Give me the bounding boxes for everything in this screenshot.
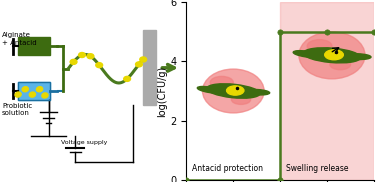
Ellipse shape xyxy=(124,76,130,81)
Ellipse shape xyxy=(303,48,361,63)
Ellipse shape xyxy=(197,86,222,93)
Text: Collector
Plate: Collector Plate xyxy=(144,56,155,80)
Ellipse shape xyxy=(203,69,264,113)
Ellipse shape xyxy=(325,50,343,60)
Title: Targeted Release
of Probiotics: Targeted Release of Probiotics xyxy=(212,0,349,1)
Text: Voltage supply: Voltage supply xyxy=(61,140,107,145)
Ellipse shape xyxy=(226,86,244,95)
Bar xyxy=(18,82,50,100)
Ellipse shape xyxy=(207,84,260,98)
Text: Antacid protection: Antacid protection xyxy=(192,164,263,173)
Bar xyxy=(143,30,156,105)
Ellipse shape xyxy=(22,87,28,92)
Ellipse shape xyxy=(344,54,371,60)
Text: Alginate
+ Antacid: Alginate + Antacid xyxy=(2,32,37,46)
Ellipse shape xyxy=(29,92,36,97)
Text: Probiotic
solution: Probiotic solution xyxy=(2,103,32,116)
Bar xyxy=(18,82,50,100)
Ellipse shape xyxy=(307,40,332,53)
Bar xyxy=(280,2,374,180)
Text: Swelling release: Swelling release xyxy=(286,164,349,173)
Ellipse shape xyxy=(70,59,77,64)
Ellipse shape xyxy=(210,76,233,89)
Ellipse shape xyxy=(79,53,85,58)
Y-axis label: log(CFU/g): log(CFU/g) xyxy=(158,65,167,117)
Ellipse shape xyxy=(245,90,270,95)
Bar xyxy=(18,37,50,55)
Ellipse shape xyxy=(42,93,48,98)
Ellipse shape xyxy=(231,95,251,104)
Ellipse shape xyxy=(140,57,147,62)
Ellipse shape xyxy=(15,92,21,97)
Ellipse shape xyxy=(299,32,365,79)
Ellipse shape xyxy=(96,63,102,68)
Ellipse shape xyxy=(330,59,350,70)
Ellipse shape xyxy=(136,62,143,67)
Ellipse shape xyxy=(293,51,319,57)
Ellipse shape xyxy=(36,87,43,92)
Ellipse shape xyxy=(87,54,94,59)
